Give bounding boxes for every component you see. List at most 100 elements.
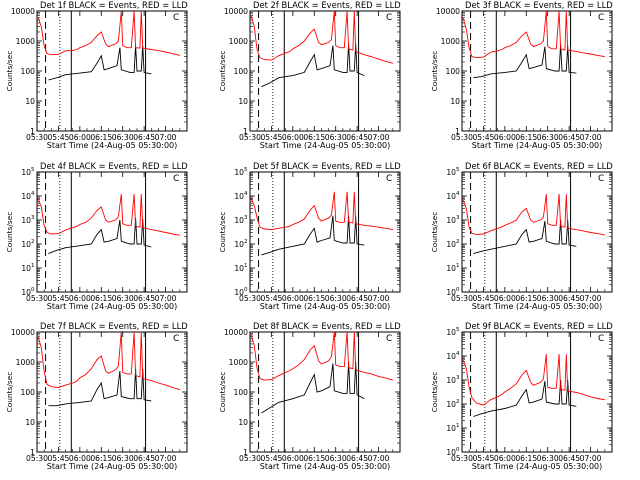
events-series-line bbox=[473, 219, 577, 255]
y-tick-exponent: 2 bbox=[31, 239, 35, 245]
x-tick-label: 05:30 bbox=[26, 294, 48, 303]
y-tick-exponent: 0 bbox=[244, 287, 248, 293]
corner-marker: C bbox=[598, 174, 604, 184]
corner-marker: C bbox=[386, 174, 392, 184]
x-tick-label: 06:45 bbox=[346, 454, 368, 463]
x-axis-label: Start Time (24-Aug-05 05:30:00) bbox=[260, 302, 391, 311]
x-tick-label: 07:00 bbox=[155, 294, 177, 303]
x-tick-label: 06:30 bbox=[112, 294, 134, 303]
y-tick-label: 10 bbox=[234, 168, 244, 177]
events-series-line bbox=[473, 379, 577, 417]
y-tick-label: 10 bbox=[446, 448, 456, 457]
y-tick-label: 10 bbox=[446, 376, 456, 385]
x-tick-label: 06:15 bbox=[515, 133, 537, 142]
x-tick-label: 05:30 bbox=[451, 133, 473, 142]
y-tick-exponent: 4 bbox=[244, 191, 248, 197]
y-tick-label: 1 bbox=[30, 127, 35, 136]
panel-title: Det 3f BLACK = Events, RED = LLD bbox=[465, 0, 613, 10]
x-tick-label: 07:00 bbox=[580, 133, 602, 142]
y-tick-exponent: 4 bbox=[456, 191, 460, 197]
x-tick-label: 06:30 bbox=[537, 133, 559, 142]
x-tick-label: 06:15 bbox=[303, 133, 325, 142]
y-tick-label: 10 bbox=[234, 264, 244, 273]
x-axis-label: Start Time (24-Aug-05 05:30:00) bbox=[472, 462, 603, 471]
x-tick-label: 07:00 bbox=[368, 133, 390, 142]
y-tick-exponent: 1 bbox=[244, 263, 248, 269]
x-axis-label: Start Time (24-Aug-05 05:30:00) bbox=[47, 141, 178, 150]
x-axis-label: Start Time (24-Aug-05 05:30:00) bbox=[472, 141, 603, 150]
x-tick-label: 06:00 bbox=[69, 133, 91, 142]
lld-series-line bbox=[250, 191, 393, 231]
y-tick-label: 1 bbox=[243, 127, 248, 136]
x-axis-label: Start Time (24-Aug-05 05:30:00) bbox=[472, 302, 603, 311]
lld-series-line bbox=[462, 354, 605, 406]
x-axis-label: Start Time (24-Aug-05 05:30:00) bbox=[47, 302, 178, 311]
y-tick-label: 100 bbox=[21, 67, 36, 76]
events-series-line bbox=[48, 218, 152, 255]
y-tick-label: 100 bbox=[234, 388, 249, 397]
x-tick-label: 05:45 bbox=[47, 133, 69, 142]
lld-series-line bbox=[37, 194, 180, 236]
plot-frame bbox=[36, 171, 188, 293]
x-tick-label: 06:30 bbox=[325, 454, 347, 463]
y-axis-label: Counts/sec bbox=[430, 212, 439, 253]
y-tick-label: 1 bbox=[243, 448, 248, 457]
x-tick-label: 07:00 bbox=[368, 454, 390, 463]
y-tick-label: 10 bbox=[446, 168, 456, 177]
x-tick-label: 06:45 bbox=[133, 133, 155, 142]
x-axis-label: Start Time (24-Aug-05 05:30:00) bbox=[260, 462, 391, 471]
y-tick-label: 10000 bbox=[224, 328, 248, 337]
y-tick-exponent: 5 bbox=[244, 167, 248, 173]
x-tick-label: 05:30 bbox=[451, 294, 473, 303]
y-tick-label: 100 bbox=[446, 67, 461, 76]
corner-marker: C bbox=[386, 13, 392, 23]
y-tick-label: 10 bbox=[446, 192, 456, 201]
x-tick-label: 06:45 bbox=[558, 454, 580, 463]
corner-marker: C bbox=[173, 13, 179, 23]
x-tick-label: 05:45 bbox=[47, 294, 69, 303]
x-tick-label: 05:30 bbox=[239, 454, 261, 463]
y-tick-exponent: 5 bbox=[31, 167, 35, 173]
y-tick-label: 10 bbox=[238, 418, 248, 427]
x-tick-label: 06:00 bbox=[494, 454, 516, 463]
plot-frame bbox=[461, 171, 613, 293]
y-tick-label: 10 bbox=[446, 400, 456, 409]
y-tick-exponent: 2 bbox=[456, 399, 460, 405]
y-tick-label: 10 bbox=[21, 264, 31, 273]
x-tick-label: 06:00 bbox=[282, 133, 304, 142]
corner-marker: C bbox=[386, 334, 392, 344]
y-tick-exponent: 1 bbox=[456, 263, 460, 269]
x-axis-label: Start Time (24-Aug-05 05:30:00) bbox=[47, 462, 178, 471]
y-tick-exponent: 0 bbox=[31, 287, 35, 293]
detector-panel: Det 2f BLACK = Events, RED = LLD 1 10 100 10… bbox=[218, 0, 401, 150]
x-tick-label: 05:45 bbox=[472, 133, 494, 142]
corner-marker: C bbox=[173, 334, 179, 344]
y-tick-exponent: 3 bbox=[456, 215, 460, 221]
panel-title: Det 6f BLACK = Events, RED = LLD bbox=[465, 161, 613, 171]
x-tick-label: 06:00 bbox=[282, 454, 304, 463]
x-tick-label: 06:45 bbox=[558, 294, 580, 303]
y-tick-exponent: 0 bbox=[456, 447, 460, 453]
x-tick-label: 07:00 bbox=[580, 294, 602, 303]
y-tick-exponent: 3 bbox=[244, 215, 248, 221]
y-tick-exponent: 2 bbox=[456, 239, 460, 245]
detector-panel: Det 7f BLACK = Events, RED = LLD 1 10 100 10… bbox=[5, 321, 188, 471]
y-tick-label: 1000 bbox=[16, 37, 35, 46]
y-tick-label: 100 bbox=[21, 388, 36, 397]
detector-panel: Det 8f BLACK = Events, RED = LLD 1 10 100 10… bbox=[218, 321, 401, 471]
x-tick-label: 06:30 bbox=[325, 133, 347, 142]
y-tick-label: 10 bbox=[446, 424, 456, 433]
lld-series-line bbox=[462, 194, 605, 236]
y-axis-label: Counts/sec bbox=[430, 372, 439, 413]
y-tick-exponent: 1 bbox=[31, 263, 35, 269]
panel-title: Det 5f BLACK = Events, RED = LLD bbox=[253, 161, 401, 171]
x-tick-label: 06:15 bbox=[303, 294, 325, 303]
x-tick-label: 05:45 bbox=[472, 294, 494, 303]
lld-series-line bbox=[250, 332, 394, 381]
y-tick-label: 10 bbox=[234, 240, 244, 249]
x-tick-label: 06:45 bbox=[133, 294, 155, 303]
x-tick-label: 05:45 bbox=[260, 454, 282, 463]
